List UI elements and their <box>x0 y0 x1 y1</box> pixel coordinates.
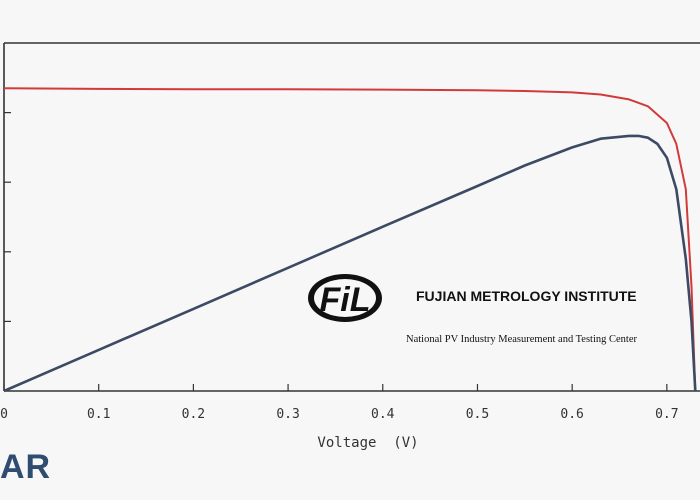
x-tick-label: 0.6 <box>560 407 583 422</box>
series-line-blue <box>3 134 697 393</box>
watermark: FiL FUJIAN METROLOGY INSTITUTE National … <box>308 274 638 345</box>
y-axis-ticks <box>4 111 11 322</box>
brand-fragment: AR <box>0 448 52 486</box>
x-tick-label: 0.7 <box>655 407 678 422</box>
x-tick-label: 0.1 <box>87 407 110 422</box>
series-layer <box>3 87 697 393</box>
x-axis-title: Voltage (V) <box>317 435 418 451</box>
watermark-subtitle: National PV Industry Measurement and Tes… <box>406 334 638 345</box>
x-tick-label: 0.5 <box>466 407 489 422</box>
x-axis-ticks: 0 0.1 0.2 0.3 0.4 0.5 0.6 0.7 <box>0 384 679 422</box>
x-tick-label: 0.4 <box>371 407 395 422</box>
plot-area <box>4 43 700 391</box>
x-tick-label: 0.3 <box>276 407 299 422</box>
series-line-red <box>3 87 697 392</box>
x-tick-label: 0.2 <box>182 407 205 422</box>
watermark-title: FUJIAN METROLOGY INSTITUTE <box>416 288 637 304</box>
fil-logo: FiL <box>308 274 382 322</box>
fil-logo-text: FiL <box>320 281 371 319</box>
x-tick-label: 0 <box>0 407 8 422</box>
